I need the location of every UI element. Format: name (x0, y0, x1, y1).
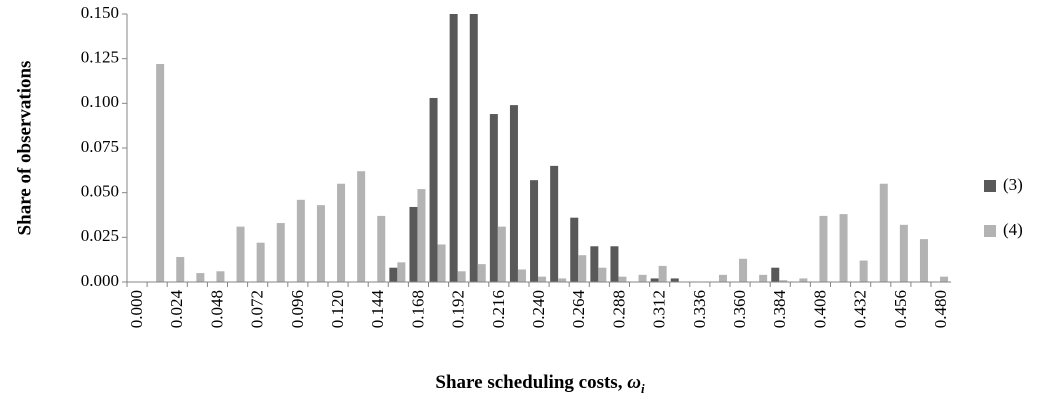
bar (859, 260, 868, 282)
bar (156, 64, 165, 282)
bar (389, 267, 398, 282)
bar (437, 244, 446, 282)
bar (590, 246, 599, 282)
legend-swatch (984, 225, 996, 237)
x-axis-subscript: i (641, 381, 645, 396)
y-tick-label: 0.125 (81, 48, 119, 67)
x-tick-label: 0.144 (368, 290, 387, 329)
bar (477, 264, 486, 282)
bar (578, 255, 587, 282)
y-tick-label: 0.000 (81, 271, 119, 290)
bar (610, 246, 619, 282)
bar (409, 206, 418, 282)
bar (638, 274, 647, 282)
x-tick-label: 0.384 (770, 290, 789, 329)
bar (779, 280, 788, 282)
bar (839, 214, 848, 282)
bar (919, 239, 928, 282)
bar (316, 205, 325, 282)
bar (759, 274, 768, 282)
legend-swatch (984, 180, 996, 192)
x-tick-label: 0.072 (248, 290, 267, 328)
x-tick-label: 0.336 (690, 290, 709, 328)
bar (771, 267, 780, 282)
x-tick-label: 0.192 (449, 290, 468, 328)
x-tick-label: 0.432 (851, 290, 870, 328)
bar (489, 114, 498, 282)
bar (337, 183, 346, 282)
bar (899, 224, 908, 282)
x-tick-label: 0.120 (328, 290, 347, 328)
bar (558, 278, 567, 282)
x-tick-label: 0.480 (931, 290, 950, 328)
x-tick-label: 0.216 (489, 290, 508, 328)
bar (397, 262, 406, 282)
bar (718, 274, 727, 282)
bar (417, 189, 426, 282)
bar (449, 14, 458, 282)
bar (176, 256, 185, 282)
x-axis-symbol: ω (627, 372, 641, 393)
x-axis-title: Share scheduling costs, ωi (435, 372, 645, 396)
x-tick-label: 0.288 (609, 290, 628, 328)
y-tick-label: 0.050 (81, 182, 119, 201)
x-tick-label: 0.240 (529, 290, 548, 328)
bar (530, 180, 539, 282)
bar (879, 183, 888, 282)
bar (296, 199, 305, 282)
bar (216, 271, 225, 282)
bar (276, 223, 285, 282)
x-tick-label: 0.408 (810, 290, 829, 328)
legend-label: (3) (1003, 175, 1023, 194)
bar (357, 171, 366, 282)
x-tick-label: 0.024 (167, 290, 186, 329)
bar (550, 165, 559, 282)
bar (509, 105, 518, 283)
bar (497, 226, 506, 282)
x-tick-label: 0.312 (650, 290, 669, 328)
x-tick-label: 0.048 (207, 290, 226, 328)
bar (538, 276, 547, 282)
bar (598, 267, 607, 282)
bar (570, 217, 579, 282)
bar (670, 278, 679, 282)
bar (256, 242, 265, 282)
bar (457, 271, 466, 282)
bar (517, 269, 526, 282)
bar (377, 215, 386, 282)
bar (429, 97, 438, 283)
bars (156, 14, 949, 283)
x-tick-label: 0.096 (288, 290, 307, 328)
y-tick-label: 0.150 (81, 3, 119, 22)
y-axis-title: Share of observations (14, 61, 35, 236)
x-tick-label: 0.264 (569, 290, 588, 329)
bar (940, 276, 949, 282)
y-tick-label: 0.025 (81, 226, 119, 245)
bar (469, 14, 478, 282)
bar (650, 278, 659, 282)
legend-label: (4) (1003, 220, 1023, 239)
bar (739, 258, 748, 282)
bar (236, 226, 245, 282)
x-tick-label: 0.456 (891, 290, 910, 328)
bar (618, 276, 627, 282)
x-tick-label: 0.000 (127, 290, 146, 328)
y-tick-label: 0.075 (81, 137, 119, 156)
x-axis-title-text: Share scheduling costs, (435, 372, 627, 393)
bar (196, 273, 205, 282)
y-tick-label: 0.100 (81, 92, 119, 111)
bar (799, 278, 808, 282)
x-tick-label: 0.168 (408, 290, 427, 328)
bar (658, 265, 667, 282)
x-tick-label: 0.360 (730, 290, 749, 328)
bar (819, 215, 828, 282)
